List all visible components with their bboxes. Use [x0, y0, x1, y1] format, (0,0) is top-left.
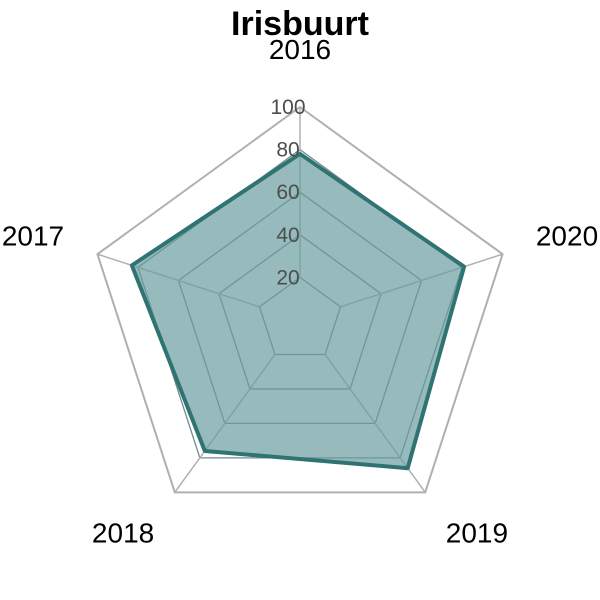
- tick-label-60: 60: [276, 181, 299, 204]
- tick-label-80: 80: [276, 139, 299, 162]
- series: [129, 151, 467, 471]
- axis-label-2017: 2017: [2, 220, 64, 251]
- tick-labels: 20 40 60 80 100: [270, 96, 305, 289]
- series-area-0: [129, 151, 467, 471]
- tick-label-100: 100: [270, 96, 305, 119]
- tick-label-20: 20: [276, 266, 299, 289]
- chart-title: Irisbuurt: [231, 5, 369, 43]
- axis-label-2020: 2020: [536, 220, 598, 251]
- axis-label-2018: 2018: [92, 518, 154, 549]
- axis-label-2019: 2019: [446, 518, 508, 549]
- tick-label-40: 40: [276, 224, 299, 247]
- axis-label-2016: 2016: [269, 34, 331, 65]
- axis-labels: 2016 2020 2019 2018 2017: [2, 34, 598, 549]
- grid-ring-100: [96, 105, 504, 494]
